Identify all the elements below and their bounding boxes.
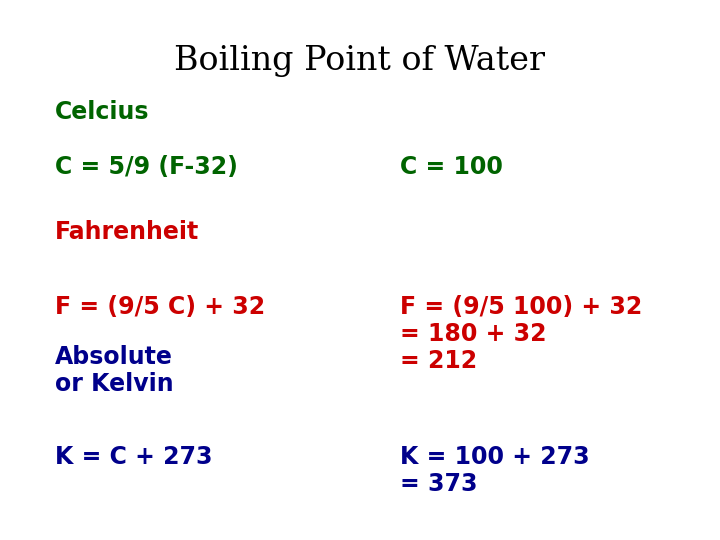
Text: = 180 + 32: = 180 + 32 bbox=[400, 322, 546, 346]
Text: C = 100: C = 100 bbox=[400, 155, 503, 179]
Text: = 212: = 212 bbox=[400, 349, 477, 373]
Text: = 373: = 373 bbox=[400, 472, 477, 496]
Text: Absolute: Absolute bbox=[55, 345, 173, 369]
Text: Boiling Point of Water: Boiling Point of Water bbox=[174, 45, 546, 77]
Text: F = (9/5 100) + 32: F = (9/5 100) + 32 bbox=[400, 295, 642, 319]
Text: or Kelvin: or Kelvin bbox=[55, 372, 174, 396]
Text: C = 5/9 (F-32): C = 5/9 (F-32) bbox=[55, 155, 238, 179]
Text: Celcius: Celcius bbox=[55, 100, 150, 124]
Text: K = C + 273: K = C + 273 bbox=[55, 445, 212, 469]
Text: Fahrenheit: Fahrenheit bbox=[55, 220, 199, 244]
Text: F = (9/5 C) + 32: F = (9/5 C) + 32 bbox=[55, 295, 265, 319]
Text: K = 100 + 273: K = 100 + 273 bbox=[400, 445, 590, 469]
